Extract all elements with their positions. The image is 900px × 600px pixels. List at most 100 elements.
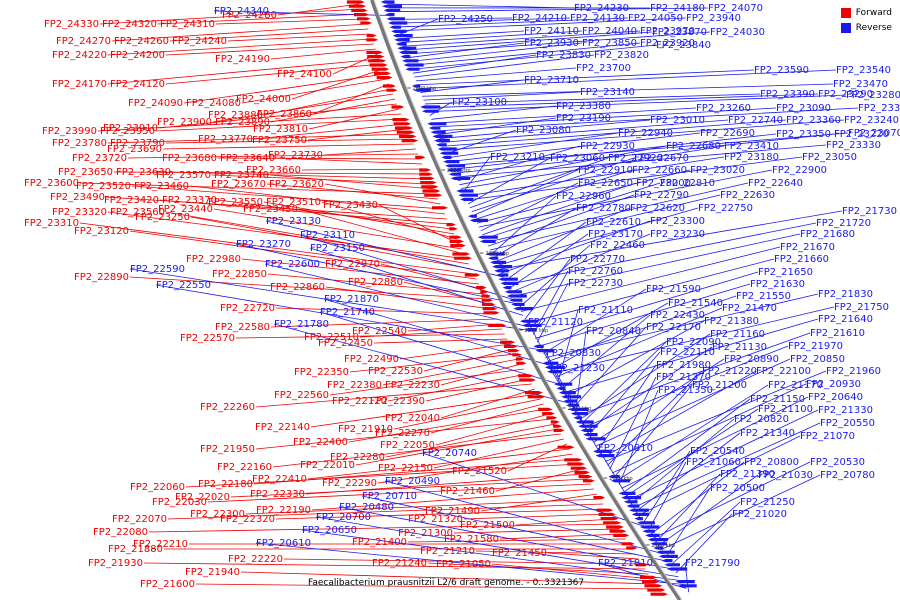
reverse-gene-label[interactable]: FP2_21380 <box>704 316 759 327</box>
forward-gene-label[interactable]: FP2_23600 <box>24 178 79 189</box>
reverse-gene-label[interactable]: FP2_22750 <box>698 203 753 214</box>
reverse-gene-label[interactable]: FP2_20500 <box>710 483 765 494</box>
reverse-gene-label[interactable]: FP2_24250 <box>438 14 493 25</box>
forward-gene-label[interactable]: FP2_23790 <box>110 138 165 149</box>
forward-gene-label[interactable]: FP2_22080 <box>93 527 148 538</box>
reverse-gene-label[interactable]: FP2_20740 <box>422 448 477 459</box>
reverse-gene-label[interactable]: FP2_24050 <box>628 13 683 24</box>
reverse-gene-label[interactable]: FP2_21130 <box>712 342 767 353</box>
forward-gene-label[interactable]: FP2_23520 <box>76 181 131 192</box>
forward-gene-label[interactable]: FP2_22410 <box>252 474 307 485</box>
forward-gene-label[interactable]: FP2_23690 <box>107 144 162 155</box>
forward-gene-label[interactable]: FP2_22260 <box>200 402 255 413</box>
reverse-gene-label[interactable]: FP2_23130 <box>266 216 321 227</box>
reverse-gene-label[interactable]: FP2_22780 <box>576 203 631 214</box>
forward-gene-label[interactable]: FP2_23550 <box>208 197 263 208</box>
forward-gene-label[interactable]: FP2_21880 <box>108 544 163 555</box>
forward-gene-label[interactable]: FP2_21930 <box>88 558 143 569</box>
forward-gene-label[interactable]: FP2_22060 <box>130 482 185 493</box>
forward-gene-label[interactable]: FP2_24120 <box>110 79 165 90</box>
reverse-gene-label[interactable]: FP2_20830 <box>546 348 601 359</box>
reverse-gene-label[interactable]: FP2_21340 <box>740 428 795 439</box>
reverse-gene-label[interactable]: FP2_23360 <box>786 115 841 126</box>
reverse-gene-label[interactable]: FP2_22170 <box>646 322 701 333</box>
forward-gene-label[interactable]: FP2_21460 <box>440 486 495 497</box>
reverse-gene-label[interactable]: FP2_23850 <box>582 38 637 49</box>
forward-gene-label[interactable]: FP2_22120 <box>332 396 387 407</box>
reverse-gene-label[interactable]: FP2_21330 <box>818 405 873 416</box>
forward-gene-label[interactable]: FP2_23950 <box>100 126 155 137</box>
forward-gene-label[interactable]: FP2_23660 <box>246 165 301 176</box>
reverse-gene-label[interactable]: FP2_21020 <box>732 509 787 520</box>
reverse-gene-label[interactable]: FP2_20820 <box>734 414 789 425</box>
forward-gene-label[interactable]: FP2_24170 <box>52 79 107 90</box>
reverse-gene-label[interactable]: FP2_21960 <box>826 366 881 377</box>
reverse-gene-label[interactable]: FP2_20490 <box>385 476 440 487</box>
reverse-gene-label[interactable]: FP2_23070 <box>848 128 900 139</box>
reverse-gene-label[interactable]: FP2_23820 <box>594 50 649 61</box>
reverse-gene-label[interactable]: FP2_21220 <box>702 366 757 377</box>
forward-gene-label[interactable]: FP2_23430 <box>323 200 378 211</box>
forward-gene-label[interactable]: FP2_22540 <box>352 326 407 337</box>
forward-gene-label[interactable]: FP2_23720 <box>72 153 127 164</box>
reverse-gene-label[interactable]: FP2_24130 <box>570 13 625 24</box>
reverse-gene-label[interactable]: FP2_22690 <box>700 128 755 139</box>
reverse-gene-label[interactable]: FP2_21740 <box>320 307 375 318</box>
forward-gene-label[interactable]: FP2_23250 <box>135 212 190 223</box>
reverse-gene-label[interactable]: FP2_22960 <box>556 191 611 202</box>
forward-gene-label[interactable]: FP2_24190 <box>215 54 270 65</box>
reverse-gene-label[interactable]: FP2_22770 <box>570 254 625 265</box>
forward-gene-label[interactable]: FP2_23620 <box>269 179 324 190</box>
reverse-gene-label[interactable]: FP2_23340 <box>858 103 900 114</box>
reverse-gene-label[interactable]: FP2_23260 <box>696 103 751 114</box>
reverse-gene-label[interactable]: FP2_24070 <box>708 3 763 14</box>
forward-gene-label[interactable]: FP2_24320 <box>102 19 157 30</box>
reverse-gene-label[interactable]: FP2_20640 <box>808 392 863 403</box>
reverse-gene-label[interactable]: FP2_22430 <box>650 310 705 321</box>
reverse-gene-label[interactable]: FP2_23410 <box>724 141 779 152</box>
forward-gene-label[interactable]: FP2_23770 <box>198 134 253 145</box>
reverse-gene-label[interactable]: FP2_21350 <box>658 385 713 396</box>
forward-gene-label[interactable]: FP2_22190 <box>256 505 311 516</box>
forward-gene-label[interactable]: FP2_23440 <box>158 204 213 215</box>
forward-gene-label[interactable]: FP2_22490 <box>344 354 399 365</box>
reverse-gene-label[interactable]: FP2_21170 <box>768 380 823 391</box>
forward-gene-label[interactable]: FP2_23880 <box>208 110 263 121</box>
reverse-gene-label[interactable]: FP2_23080 <box>516 125 571 136</box>
reverse-gene-label[interactable]: FP2_22590 <box>130 264 185 275</box>
reverse-gene-label[interactable]: FP2_24180 <box>650 3 705 14</box>
forward-gene-label[interactable]: FP2_22400 <box>293 437 348 448</box>
forward-gene-label[interactable]: FP2_22860 <box>270 282 325 293</box>
forward-gene-label[interactable]: FP2_22580 <box>215 322 270 333</box>
reverse-gene-label[interactable]: FP2_22790 <box>634 190 689 201</box>
forward-gene-label[interactable]: FP2_23670 <box>211 179 266 190</box>
reverse-gene-label[interactable]: FP2_23170 <box>588 229 643 240</box>
reverse-gene-label[interactable]: FP2_20550 <box>820 418 875 429</box>
forward-gene-label[interactable]: FP2_23420 <box>104 195 159 206</box>
reverse-gene-label[interactable]: FP2_23060 <box>550 153 605 164</box>
reverse-gene-label[interactable]: FP2_22920 <box>608 153 663 164</box>
reverse-gene-label[interactable]: FP2_21830 <box>818 289 873 300</box>
forward-gene-label[interactable]: FP2_22510 <box>304 332 359 343</box>
forward-gene-label[interactable]: FP2_21950 <box>200 444 255 455</box>
forward-gene-label[interactable]: FP2_22390 <box>370 396 425 407</box>
forward-gene-label[interactable]: FP2_24080 <box>186 98 241 109</box>
reverse-gene-label[interactable]: FP2_21470 <box>722 303 777 314</box>
reverse-gene-label[interactable]: FP2_23180 <box>724 152 779 163</box>
reverse-gene-label[interactable]: FP2_23710 <box>524 75 579 86</box>
forward-gene-label[interactable]: FP2_24200 <box>110 50 165 61</box>
forward-gene-label[interactable]: FP2_22280 <box>330 452 385 463</box>
reverse-gene-label[interactable]: FP2_22670 <box>634 153 689 164</box>
forward-gene-label[interactable]: FP2_22010 <box>300 460 355 471</box>
reverse-gene-label[interactable]: FP2_21540 <box>668 298 723 309</box>
forward-gene-label[interactable]: FP2_22980 <box>186 254 241 265</box>
forward-gene-label[interactable]: FP2_23570 <box>156 170 211 181</box>
reverse-gene-label[interactable]: FP2_21200 <box>692 380 747 391</box>
reverse-gene-label[interactable]: FP2_20810 <box>598 443 653 454</box>
forward-gene-label[interactable]: FP2_22530 <box>368 366 423 377</box>
reverse-gene-label[interactable]: FP2_22910 <box>578 165 633 176</box>
forward-gene-label[interactable]: FP2_24260 <box>114 36 169 47</box>
reverse-gene-label[interactable]: FP2_23000 <box>636 178 691 189</box>
forward-gene-label[interactable]: FP2_23890 <box>215 117 270 128</box>
reverse-gene-label[interactable]: FP2_22930 <box>580 141 635 152</box>
